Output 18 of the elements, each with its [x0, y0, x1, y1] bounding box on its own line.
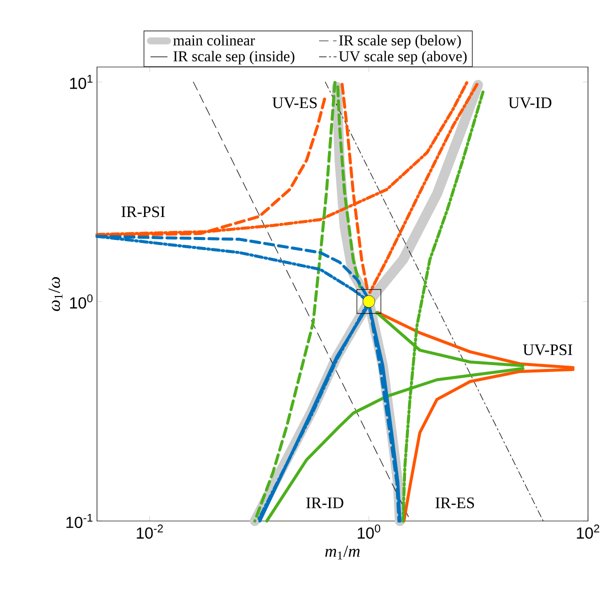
legend-label: main colinear [173, 34, 255, 46]
annotation: UV-PSI [523, 344, 572, 356]
legend-label: UV scale sep (above) [338, 50, 467, 64]
annotation: UV-ES [272, 97, 317, 108]
annotation: IR-ID [306, 498, 344, 508]
x-tick-label: 10$^{2}$ [576, 524, 600, 539]
y-tick-label: 10$^{-1}$ [66, 514, 92, 528]
annotation: IR-ES [436, 497, 474, 508]
y-tick-label: 10$^{0}$ [70, 294, 93, 309]
y-tick-label: 10$^{1}$ [70, 74, 92, 90]
x-axis-title: m$_{1}$/m [325, 546, 360, 560]
annotation: UV-ID [508, 97, 552, 108]
legend-label: IR scale sep (below) [339, 34, 461, 49]
x-tick-label: 10$^{-2}$ [136, 524, 163, 539]
text: IR scale sep (inside) [174, 50, 294, 64]
annotation: IR-PSI [122, 206, 165, 218]
y-axis-title: ω$_{1}$/ω [48, 277, 62, 312]
x-tick-label: 10$^{0}$ [358, 524, 380, 539]
